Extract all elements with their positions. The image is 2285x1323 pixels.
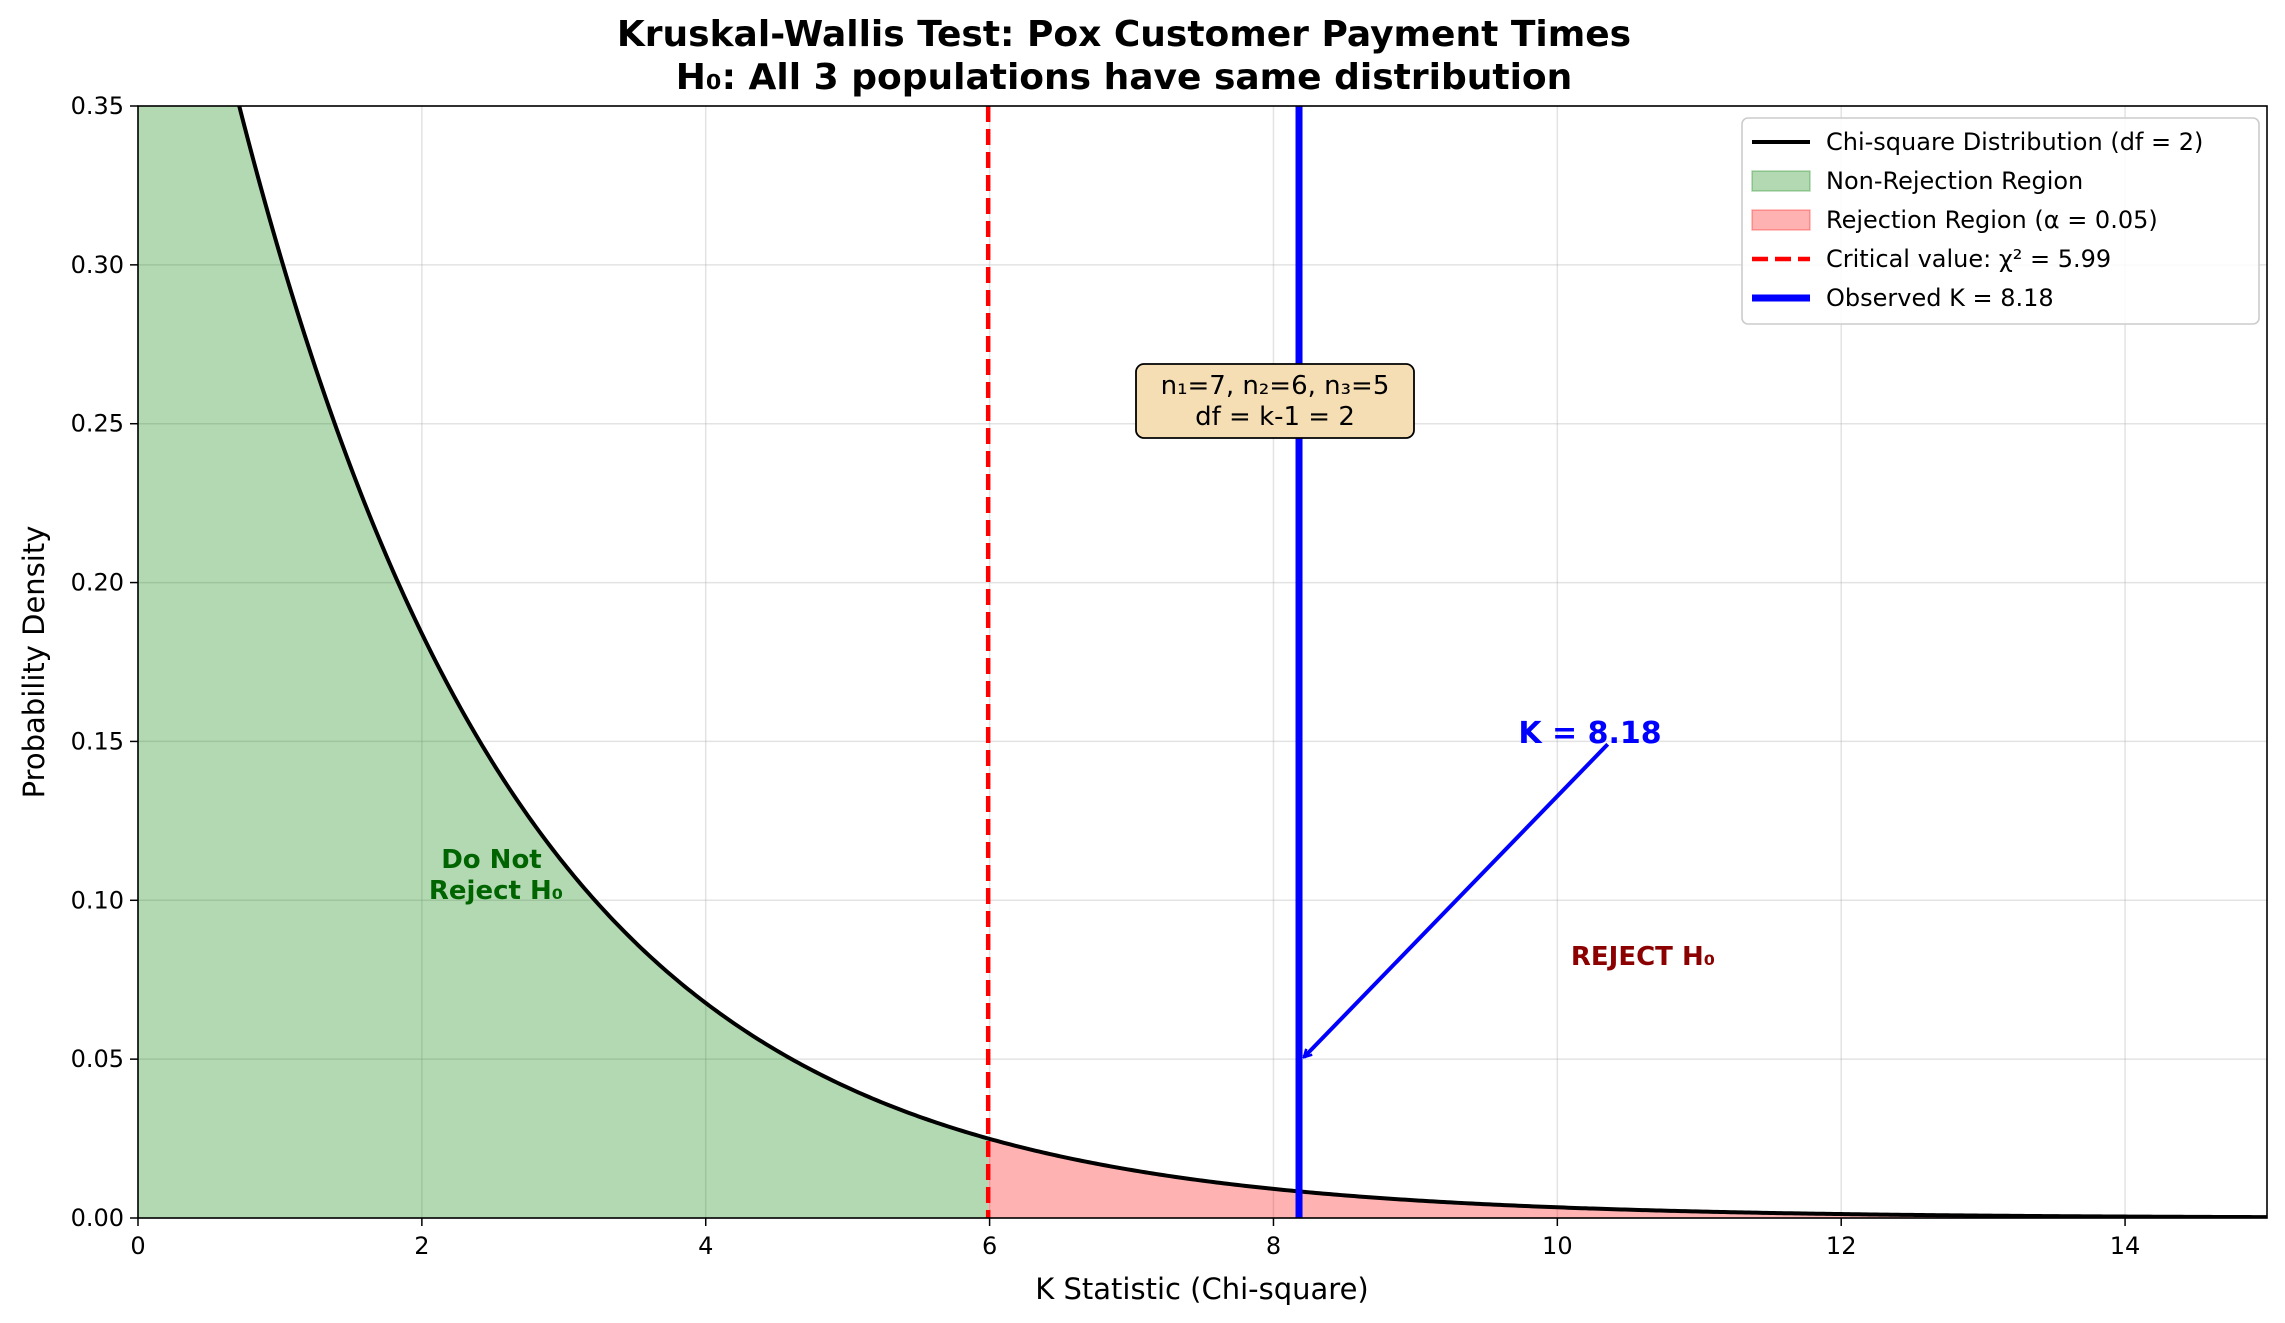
x-tick-label: 6	[982, 1232, 997, 1260]
y-tick-label: 0.20	[71, 569, 124, 597]
chart-title: Kruskal-Wallis Test: Pox Customer Paymen…	[617, 14, 1631, 55]
y-tick-label: 0.05	[71, 1045, 124, 1073]
do-not-reject-line-2: Reject H₀	[429, 876, 563, 906]
non-rejection-region	[138, 106, 989, 1218]
x-tick-label: 14	[2110, 1232, 2141, 1260]
legend-accept-label: Non-Rejection Region	[1826, 167, 2083, 195]
x-tick-label: 2	[414, 1232, 429, 1260]
y-tick-label: 0.10	[71, 886, 124, 914]
info-box-line-1: n₁=7, n₂=6, n₃=5	[1161, 371, 1390, 401]
legend-reject-swatch	[1751, 209, 1811, 231]
info-box: n₁=7, n₂=6, n₃=5 df = k-1 = 2	[1135, 363, 1415, 439]
y-tick-label: 0.30	[71, 251, 124, 279]
chart-subtitle: H₀: All 3 populations have same distribu…	[676, 57, 1573, 98]
chi-square-curve	[237, 106, 2267, 1218]
y-tick-label: 0.15	[71, 727, 124, 755]
legend-critical-label: Critical value: χ² = 5.99	[1826, 245, 2111, 273]
x-tick-label: 10	[1542, 1232, 1573, 1260]
y-tick-label: 0.00	[71, 1204, 124, 1232]
x-axis-ticks: 0 2 4 6 8 10 12 14	[130, 1218, 2140, 1260]
do-not-reject-line-1: Do Not	[441, 845, 542, 875]
legend-accept-swatch	[1751, 170, 1811, 192]
y-axis-label: Probability Density	[17, 526, 51, 799]
k-annotation-arrow	[1304, 742, 1610, 1057]
x-tick-label: 4	[698, 1232, 713, 1260]
y-tick-label: 0.25	[71, 410, 124, 438]
y-tick-label: 0.35	[71, 92, 124, 120]
x-axis-label: K Statistic (Chi-square)	[1035, 1272, 1369, 1306]
rejection-region	[988, 1138, 2267, 1218]
x-tick-label: 0	[130, 1232, 145, 1260]
reject-label: REJECT H₀	[1571, 942, 1715, 972]
legend-observed-label: Observed K = 8.18	[1826, 284, 2054, 312]
legend-reject-label: Rejection Region (α = 0.05)	[1826, 206, 2158, 234]
x-tick-label: 8	[1266, 1232, 1281, 1260]
legend: Chi-square Distribution (df = 2) Non-Rej…	[1741, 117, 2260, 325]
do-not-reject-label: Do Not Reject H₀	[429, 845, 563, 906]
legend-curve-label: Chi-square Distribution (df = 2)	[1826, 128, 2203, 156]
x-tick-label: 12	[1826, 1232, 1857, 1260]
info-box-line-2: df = k-1 = 2	[1195, 402, 1355, 432]
plot-frame	[137, 105, 2268, 1219]
y-axis-ticks: 0.00 0.05 0.10 0.15 0.20 0.25 0.30 0.35	[71, 92, 138, 1232]
k-annotation-label: K = 8.18	[1518, 716, 1661, 751]
